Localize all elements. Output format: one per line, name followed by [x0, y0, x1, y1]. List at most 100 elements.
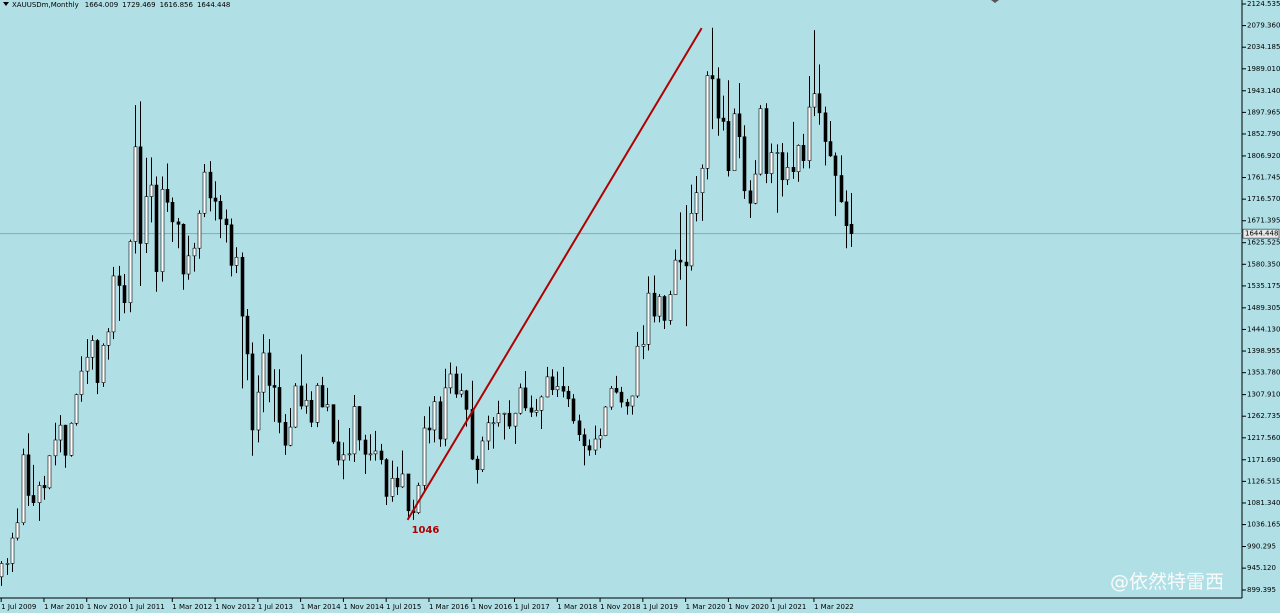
candle-body [791, 167, 796, 172]
candle-body [63, 424, 68, 456]
y-tick-label: 1625.525 [1247, 239, 1280, 247]
candle-body [245, 315, 250, 355]
candle-body [299, 385, 304, 407]
y-tick-label: 1580.350 [1247, 260, 1280, 268]
candle-body [31, 495, 36, 503]
candle-body [652, 292, 657, 317]
x-tick-label: 1 Jul 2015 [386, 603, 421, 611]
candle-body [15, 522, 20, 539]
header-close: 1644.448 [197, 1, 230, 9]
candle-body [486, 422, 491, 442]
x-tick-label: 1 Jul 2011 [130, 603, 165, 611]
candle-body [0, 563, 4, 578]
candle-body [74, 394, 79, 424]
candle-body [796, 145, 801, 172]
candle-body [529, 407, 534, 413]
y-tick-label: 2124.535 [1247, 0, 1280, 8]
x-tick-label: 1 Nov 2012 [215, 603, 255, 611]
candle-body [438, 401, 443, 440]
candle-body [422, 427, 427, 486]
candle-body [726, 121, 731, 172]
y-tick-label: 1897.965 [1247, 108, 1280, 116]
shift-marker[interactable] [991, 0, 999, 3]
candle-body [502, 412, 507, 415]
candle-body [21, 454, 26, 524]
candle-body [111, 275, 116, 333]
candle-body [406, 473, 411, 512]
y-tick-label: 2034.185 [1247, 43, 1280, 51]
candle-body [844, 201, 849, 227]
candle-body [218, 201, 223, 220]
y-tick-label: 1943.140 [1247, 87, 1280, 95]
candle-body [149, 184, 154, 197]
candle-body [293, 385, 298, 428]
y-tick-label: 1671.395 [1247, 217, 1280, 225]
candle-body [47, 455, 52, 489]
y-tick-label: 1716.570 [1247, 195, 1280, 203]
candle-body [780, 152, 785, 181]
candle-body [283, 422, 288, 446]
candle-body [331, 404, 336, 443]
candle-body [668, 294, 673, 321]
candle-body [341, 454, 346, 461]
current-price-box [1242, 228, 1280, 239]
candle-body [395, 477, 400, 488]
candle-body [224, 218, 229, 226]
candle-body [117, 275, 122, 286]
candle-body [106, 331, 111, 346]
candle-body [213, 197, 218, 202]
y-tick-label: 1081.340 [1247, 499, 1280, 507]
candle-body [79, 370, 84, 395]
y-tick-label: 990.295 [1247, 543, 1276, 551]
candle-body [513, 412, 518, 427]
candle-body [69, 422, 74, 456]
menu-arrow[interactable] [3, 2, 9, 6]
candle-body [641, 344, 646, 347]
candle-body [133, 146, 138, 242]
candle-body [315, 385, 320, 423]
candle-body [42, 485, 47, 489]
candle-body [705, 75, 710, 169]
candle-body [475, 458, 480, 470]
y-tick-label: 1217.560 [1247, 434, 1280, 442]
candle-body [769, 152, 774, 174]
y-tick-label: 2079.360 [1247, 22, 1280, 30]
candle-body [657, 296, 662, 317]
candle-body [561, 386, 566, 392]
candle-body [550, 376, 555, 391]
candle-body [491, 422, 496, 425]
candle-body [694, 192, 699, 214]
candle-body [545, 376, 550, 398]
candle-body [470, 409, 475, 460]
candle-body [336, 441, 341, 461]
y-tick-label: 1535.175 [1247, 282, 1280, 290]
candle-body [785, 167, 790, 181]
candle-body [373, 450, 378, 455]
y-tick-label: 1852.790 [1247, 130, 1280, 138]
candle-body [555, 386, 560, 391]
candle-body [587, 445, 592, 451]
candle-body [160, 189, 165, 272]
candle-body [443, 387, 448, 440]
candle-body [582, 434, 587, 447]
candle-body [10, 537, 15, 564]
candle-body [352, 406, 357, 455]
candle-body [775, 152, 780, 154]
candle-body [379, 450, 384, 460]
candle-body [400, 473, 405, 488]
x-tick-label: 1 Jul 2019 [643, 603, 678, 611]
candle-body [357, 406, 362, 441]
candle-body [261, 352, 266, 393]
x-tick-label: 1 Nov 2020 [728, 603, 768, 611]
x-tick-label: 1 Mar 2010 [44, 603, 84, 611]
candle-body [240, 256, 245, 317]
candle-body [229, 224, 234, 266]
candle-body [700, 168, 705, 194]
x-tick-label: 1 Nov 2018 [600, 603, 640, 611]
x-tick-label: 1 Nov 2016 [472, 603, 513, 611]
candle-body [181, 223, 186, 275]
candle-body [630, 395, 635, 407]
watermark: @依然特雷西 [1110, 571, 1224, 593]
candle-body [764, 108, 769, 174]
